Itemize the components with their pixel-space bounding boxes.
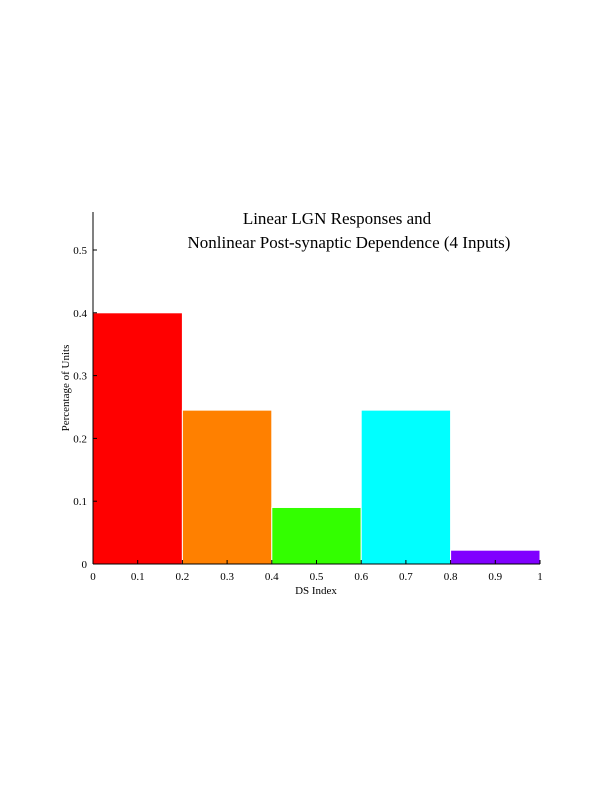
bar-0 [92,312,183,565]
x-tick-label: 0.6 [354,571,368,583]
y-tick-label: 0.3 [73,371,87,383]
x-tick-label: 0 [90,571,96,583]
chart-title-line-1: Linear LGN Responses and [243,209,432,228]
x-tick-label: 0.1 [131,571,145,583]
x-tick-label: 0.4 [265,571,279,583]
x-tick-label: 0.2 [176,571,190,583]
x-tick-label: 0.9 [488,571,502,583]
y-tick-label: 0.1 [73,496,87,508]
x-axis-label: DS Index [295,585,337,597]
y-tick-label: 0 [82,559,88,571]
y-tick-label: 0.2 [73,433,87,445]
y-axis-label: Percentage of Units [60,345,72,432]
bar-3 [360,409,452,565]
x-tick-label: 1 [537,571,543,583]
x-tick-label: 0.7 [399,571,413,583]
x-tick-label: 0.8 [444,571,458,583]
bar-1 [181,409,273,565]
y-ticks-group: 0 0.1 0.2 0.3 0.4 0.5 [73,245,97,571]
x-ticks-group: 0 0.1 0.2 0.3 0.4 0.5 0.6 0.7 0.8 0.9 1 [90,560,543,583]
x-tick-label: 0.3 [220,571,234,583]
chart-title-line-2: Nonlinear Post-synaptic Dependence (4 In… [188,233,511,252]
y-tick-label: 0.5 [73,245,87,257]
y-tick-label: 0.4 [73,308,87,320]
bars-group [92,312,541,565]
x-tick-label: 0.5 [310,571,324,583]
bar-2 [271,506,362,565]
